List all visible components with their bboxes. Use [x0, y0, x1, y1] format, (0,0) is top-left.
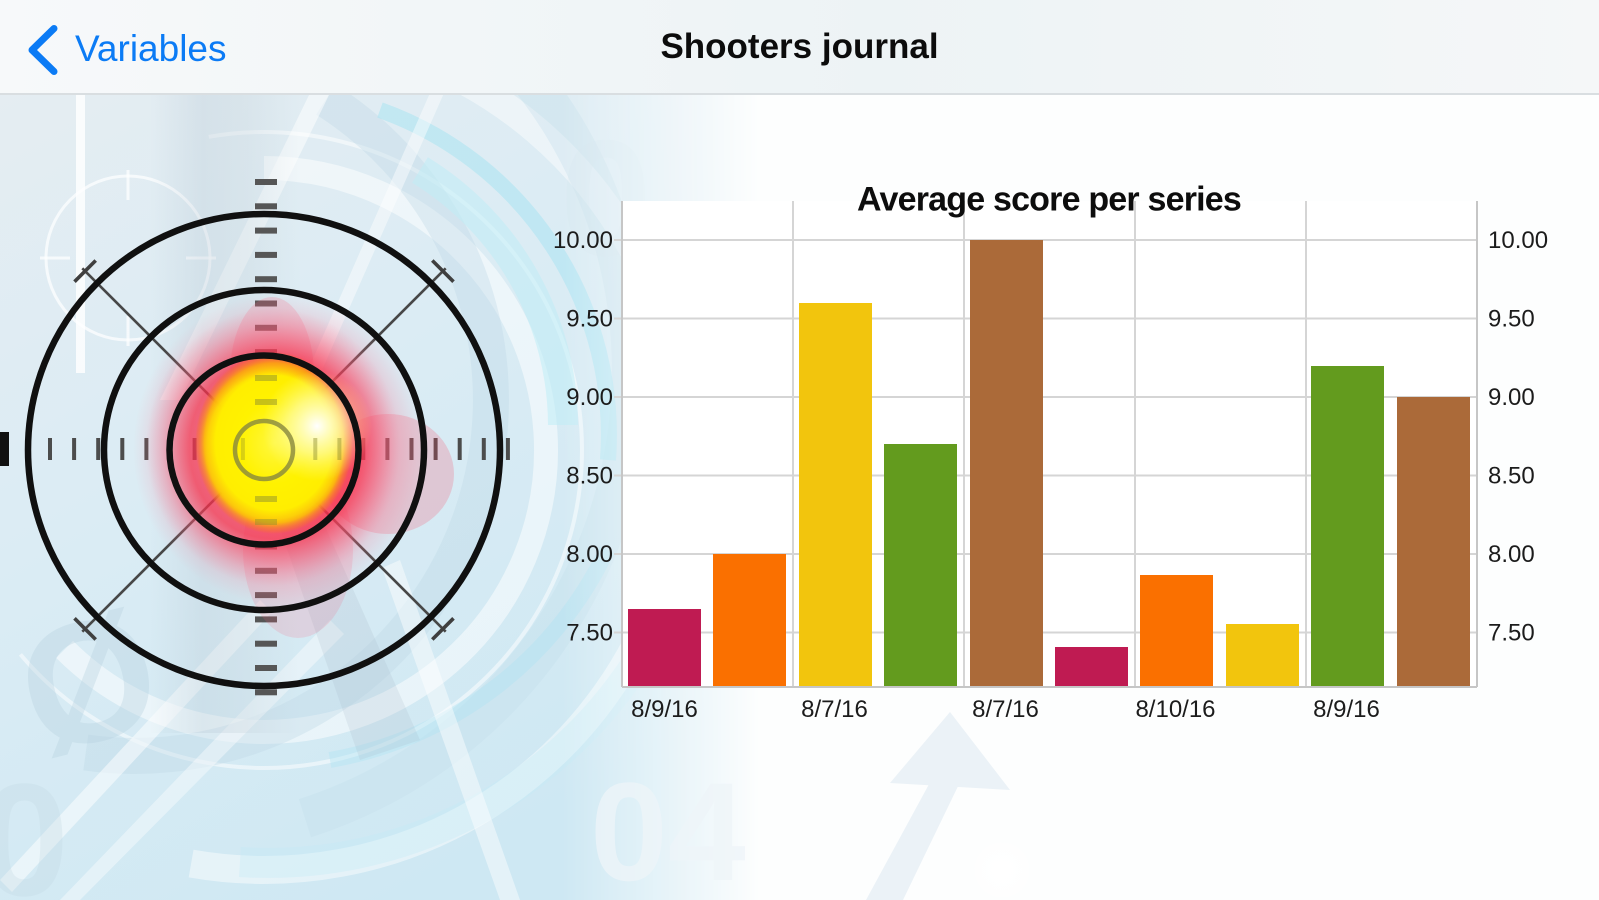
svg-text:8.00: 8.00: [1488, 541, 1535, 568]
svg-text:8/7/16: 8/7/16: [972, 696, 1039, 723]
svg-text:9.50: 9.50: [566, 306, 613, 333]
svg-text:0: 0: [0, 750, 69, 900]
svg-text:7.50: 7.50: [1488, 620, 1535, 647]
svg-text:04: 04: [590, 753, 746, 900]
svg-text:8.00: 8.00: [566, 541, 613, 568]
svg-text:8/9/16: 8/9/16: [631, 696, 698, 723]
svg-text:8.50: 8.50: [566, 463, 613, 490]
svg-text:9.00: 9.00: [1488, 384, 1535, 411]
svg-text:8/7/16: 8/7/16: [801, 696, 868, 723]
svg-text:9.50: 9.50: [1488, 306, 1535, 333]
svg-text:8/10/16: 8/10/16: [1135, 696, 1215, 723]
svg-text:8/9/16: 8/9/16: [1313, 696, 1380, 723]
svg-text:8.50: 8.50: [1488, 463, 1535, 490]
svg-text:9.00: 9.00: [566, 384, 613, 411]
svg-text:7.50: 7.50: [566, 620, 613, 647]
svg-text:10.00: 10.00: [1488, 227, 1548, 254]
svg-text:10.00: 10.00: [553, 227, 613, 254]
svg-text:Average score per series: Average score per series: [857, 181, 1241, 219]
